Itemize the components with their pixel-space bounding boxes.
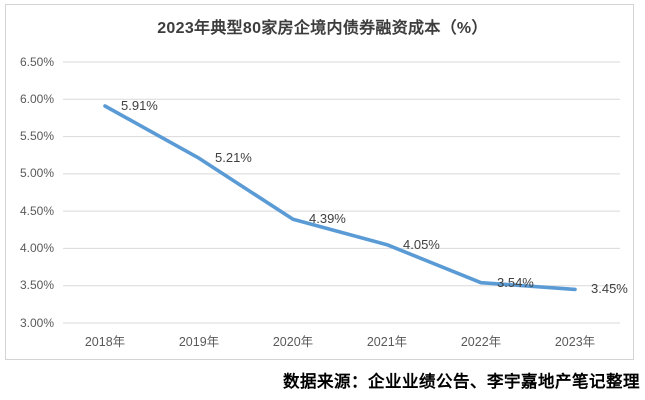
data-point-label: 3.45%	[591, 281, 628, 297]
x-axis-tick-label: 2018年	[84, 335, 126, 349]
x-axis-tick-label: 2019年	[178, 335, 220, 349]
data-point-label: 5.21%	[215, 150, 252, 166]
x-axis-tick-label: 2023年	[554, 335, 596, 349]
y-axis-tick-label: 5.50%	[19, 129, 54, 144]
chart-frame	[5, 4, 634, 360]
x-axis-tick-label: 2022年	[460, 335, 502, 349]
y-axis-tick-label: 5.00%	[19, 166, 54, 181]
gridlines	[63, 61, 620, 324]
series-line	[103, 104, 577, 292]
x-axis-tick-label: 2020年	[272, 335, 314, 349]
y-axis-tick-label: 4.50%	[19, 203, 54, 218]
chart-title: 2023年典型80家房企境内债券融资成本（%）	[157, 20, 488, 37]
data-point-label: 4.39%	[309, 211, 346, 227]
data-point-label: 5.91%	[121, 97, 158, 113]
data-point-label: 4.05%	[403, 236, 440, 252]
source-note: 数据来源：企业业绩公告、李宇嘉地产笔记整理	[283, 372, 640, 391]
y-axis-tick-label: 6.00%	[19, 91, 54, 106]
y-axis-tick-label: 3.00%	[19, 315, 54, 330]
y-axis-tick-label: 3.50%	[19, 278, 54, 293]
y-axis-tick-label: 6.50%	[19, 54, 54, 69]
x-axis-tick-label: 2021年	[366, 335, 408, 349]
data-point-label: 3.54%	[497, 274, 534, 290]
y-axis-tick-label: 4.00%	[19, 240, 54, 255]
data-series-polyline	[103, 104, 577, 292]
